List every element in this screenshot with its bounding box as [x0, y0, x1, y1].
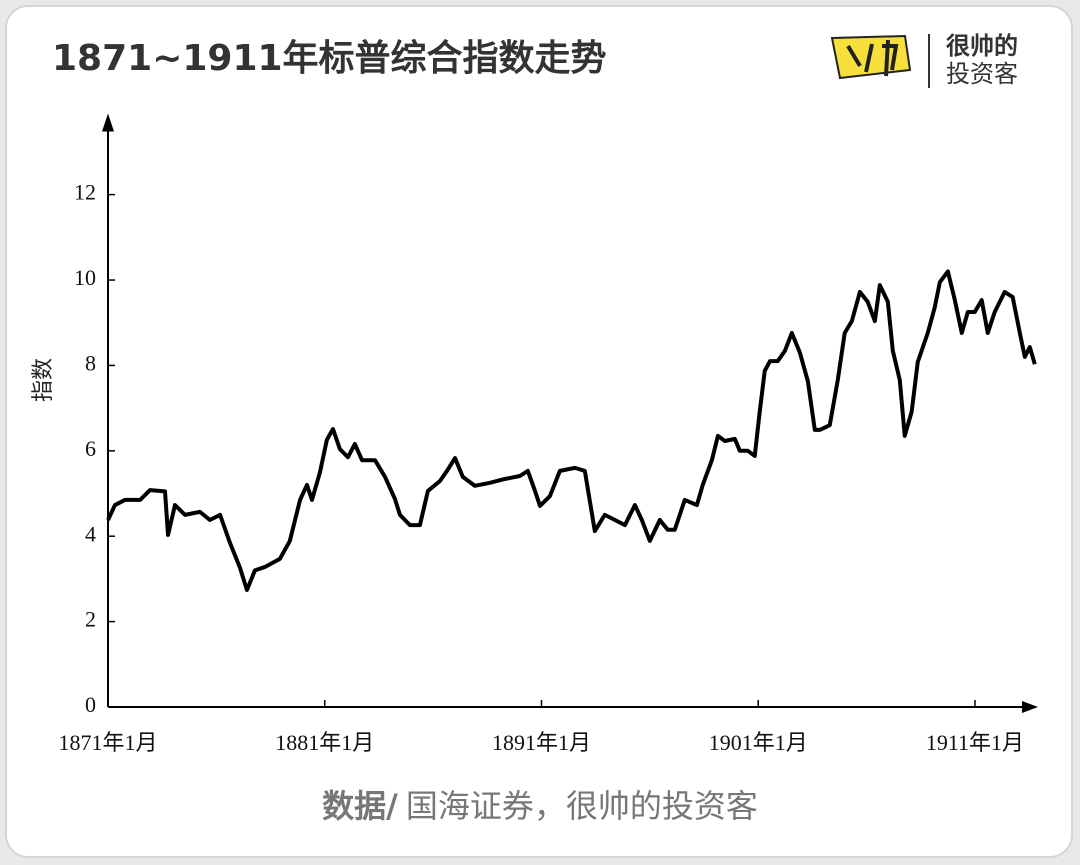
- x-tick-label: 1881年1月: [275, 730, 374, 755]
- y-tick-label: 6: [85, 436, 96, 461]
- logo: 很帅的 投资客: [830, 32, 1018, 88]
- y-tick-label: 12: [74, 180, 96, 205]
- brand-line: 很帅的: [946, 32, 1018, 60]
- x-axis-arrow: [1022, 701, 1038, 713]
- chart-title: 1871~1911年标普综合指数走势: [52, 38, 607, 79]
- x-tick-label: 1871年1月: [58, 730, 157, 755]
- brand-line: 投资客: [946, 60, 1018, 88]
- x-tick-label: 1901年1月: [709, 730, 808, 755]
- y-tick-label: 4: [85, 521, 96, 546]
- index-line: [106, 269, 1037, 593]
- y-tick-label: 0: [85, 692, 96, 717]
- y-axis-label: 指数: [31, 358, 56, 402]
- x-tick-label: 1911年1月: [926, 730, 1024, 755]
- logo-strokes: [846, 39, 899, 77]
- card-background: [5, 5, 1073, 858]
- plot: 0 2 4 6 8 10 12 1871年1月 1881年1月 1891年1月 1901年1月 191…: [58, 113, 1038, 755]
- source-label: 数据/: [322, 787, 398, 825]
- source-text: 国海证券，很帅的投资客: [406, 787, 758, 825]
- y-tick-label: 10: [74, 265, 96, 290]
- y-tick-label: 8: [85, 350, 96, 375]
- source: 数据/国海证券，很帅的投资客: [322, 787, 758, 825]
- y-axis-arrow: [102, 113, 114, 132]
- x-tick-label: 1891年1月: [492, 730, 591, 755]
- y-tick-label: 2: [85, 607, 96, 632]
